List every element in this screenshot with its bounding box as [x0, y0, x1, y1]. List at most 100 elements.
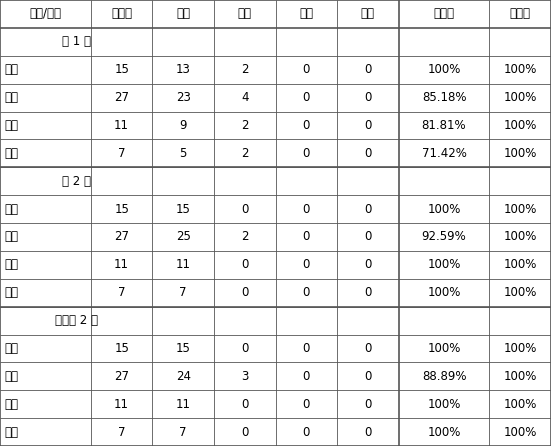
- Text: 7: 7: [118, 286, 126, 299]
- Text: 27: 27: [114, 370, 129, 383]
- Text: 0: 0: [302, 370, 310, 383]
- Text: 100%: 100%: [504, 119, 537, 132]
- Text: 时间/组别: 时间/组别: [29, 8, 61, 21]
- Text: 足癣: 足癣: [4, 147, 18, 160]
- Text: 25: 25: [176, 231, 191, 244]
- Text: 0: 0: [302, 91, 310, 104]
- Text: 11: 11: [114, 258, 129, 271]
- Text: 0: 0: [302, 119, 310, 132]
- Text: 100%: 100%: [504, 398, 537, 411]
- Text: 7: 7: [118, 147, 126, 160]
- Text: 27: 27: [114, 231, 129, 244]
- Text: 100%: 100%: [428, 286, 461, 299]
- Text: 股癣: 股癣: [4, 91, 18, 104]
- Text: 足癣: 足癣: [4, 286, 18, 299]
- Text: 15: 15: [176, 342, 191, 355]
- Text: 100%: 100%: [504, 147, 537, 160]
- Text: 手癣: 手癣: [4, 119, 18, 132]
- Text: 2: 2: [241, 119, 249, 132]
- Text: 0: 0: [364, 258, 371, 271]
- Text: 2: 2: [241, 231, 249, 244]
- Text: 7: 7: [180, 286, 187, 299]
- Text: 15: 15: [114, 342, 129, 355]
- Text: 24: 24: [176, 370, 191, 383]
- Text: 100%: 100%: [504, 91, 537, 104]
- Text: 100%: 100%: [504, 231, 537, 244]
- Text: 0: 0: [241, 425, 249, 438]
- Text: 15: 15: [176, 202, 191, 215]
- Text: 好转: 好转: [299, 8, 314, 21]
- Text: 0: 0: [302, 63, 310, 76]
- Text: 0: 0: [302, 258, 310, 271]
- Text: 0: 0: [241, 202, 249, 215]
- Text: 痊感率: 痊感率: [434, 8, 455, 21]
- Text: 第 1 周: 第 1 周: [62, 35, 91, 48]
- Text: 痊感: 痊感: [176, 8, 190, 21]
- Text: 无效: 无效: [361, 8, 375, 21]
- Text: 体癣: 体癣: [4, 342, 18, 355]
- Text: 85.18%: 85.18%: [422, 91, 466, 104]
- Text: 手癣: 手癣: [4, 398, 18, 411]
- Text: 停药后 2 周: 停药后 2 周: [55, 314, 98, 327]
- Text: 有效率: 有效率: [510, 8, 531, 21]
- Text: 100%: 100%: [504, 286, 537, 299]
- Text: 100%: 100%: [504, 202, 537, 215]
- Text: 100%: 100%: [504, 258, 537, 271]
- Text: 0: 0: [241, 286, 249, 299]
- Text: 股癣: 股癣: [4, 370, 18, 383]
- Text: 足癣: 足癣: [4, 425, 18, 438]
- Text: 81.81%: 81.81%: [422, 119, 466, 132]
- Text: 0: 0: [364, 119, 371, 132]
- Text: 4: 4: [241, 91, 249, 104]
- Text: 100%: 100%: [504, 425, 537, 438]
- Text: 100%: 100%: [428, 202, 461, 215]
- Text: 100%: 100%: [504, 63, 537, 76]
- Text: 9: 9: [180, 119, 187, 132]
- Text: 7: 7: [180, 425, 187, 438]
- Text: 100%: 100%: [428, 342, 461, 355]
- Text: 27: 27: [114, 91, 129, 104]
- Text: 显效: 显效: [237, 8, 252, 21]
- Text: 0: 0: [364, 370, 371, 383]
- Text: 2: 2: [241, 63, 249, 76]
- Text: 11: 11: [176, 258, 191, 271]
- Text: 0: 0: [364, 231, 371, 244]
- Text: 13: 13: [176, 63, 191, 76]
- Text: 0: 0: [302, 425, 310, 438]
- Text: 23: 23: [176, 91, 191, 104]
- Text: 体癣: 体癣: [4, 63, 18, 76]
- Text: 11: 11: [176, 398, 191, 411]
- Text: 0: 0: [364, 202, 371, 215]
- Text: 100%: 100%: [428, 63, 461, 76]
- Text: 0: 0: [302, 147, 310, 160]
- Text: 0: 0: [302, 231, 310, 244]
- Text: 手癣: 手癣: [4, 258, 18, 271]
- Text: 2: 2: [241, 147, 249, 160]
- Text: 0: 0: [364, 342, 371, 355]
- Text: 100%: 100%: [428, 398, 461, 411]
- Text: 11: 11: [114, 119, 129, 132]
- Text: 0: 0: [364, 425, 371, 438]
- Text: 0: 0: [302, 202, 310, 215]
- Text: 92.59%: 92.59%: [422, 231, 466, 244]
- Text: 0: 0: [364, 398, 371, 411]
- Text: 100%: 100%: [504, 370, 537, 383]
- Text: 0: 0: [364, 286, 371, 299]
- Text: 71.42%: 71.42%: [422, 147, 467, 160]
- Text: 0: 0: [364, 91, 371, 104]
- Text: 病例数: 病例数: [111, 8, 132, 21]
- Text: 0: 0: [302, 286, 310, 299]
- Text: 0: 0: [241, 342, 249, 355]
- Text: 0: 0: [364, 63, 371, 76]
- Text: 0: 0: [241, 398, 249, 411]
- Text: 体癣: 体癣: [4, 202, 18, 215]
- Text: 11: 11: [114, 398, 129, 411]
- Text: 15: 15: [114, 63, 129, 76]
- Text: 第 2 周: 第 2 周: [62, 175, 91, 188]
- Text: 3: 3: [241, 370, 249, 383]
- Text: 7: 7: [118, 425, 126, 438]
- Text: 15: 15: [114, 202, 129, 215]
- Text: 0: 0: [302, 398, 310, 411]
- Text: 100%: 100%: [428, 258, 461, 271]
- Text: 股癣: 股癣: [4, 231, 18, 244]
